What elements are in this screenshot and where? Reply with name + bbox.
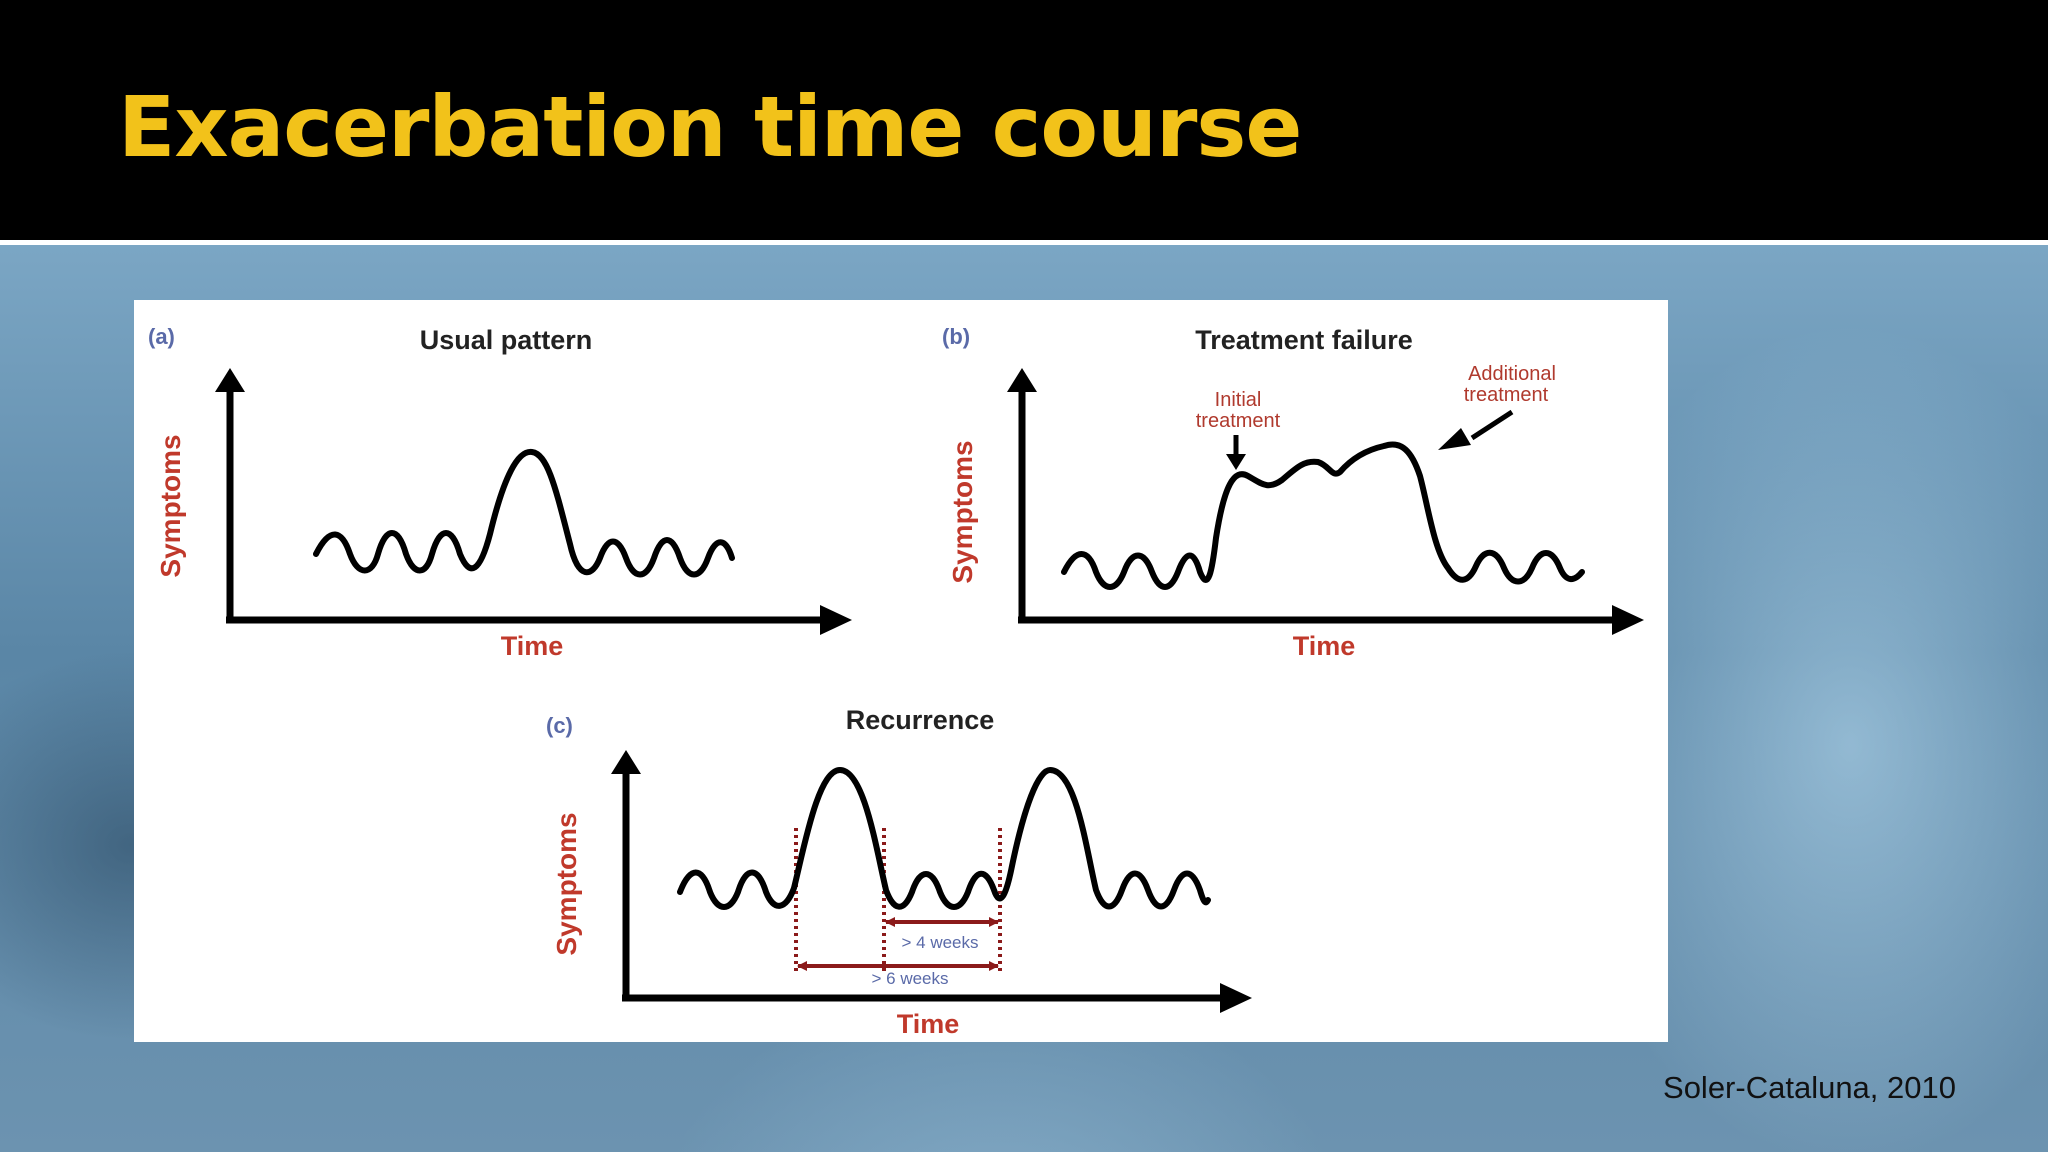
panel-b-symptom-curve <box>1061 441 1585 590</box>
interval-short-label: > 4 weeks <box>901 933 978 952</box>
panel-a-x-arrowhead <box>820 605 852 635</box>
initial-treatment-arrow <box>1226 435 1246 470</box>
panel-a-xlabel: Time <box>501 631 564 661</box>
header-divider <box>0 240 2048 245</box>
interval-long-label: > 6 weeks <box>871 969 948 988</box>
panel-c-y-arrowhead <box>611 750 641 774</box>
panel-a-symptom-curve <box>313 448 735 578</box>
panel-b-tag: (b) <box>942 324 970 349</box>
panel-a-ylabel: Symptoms <box>155 434 186 577</box>
citation: Soler-Cataluna, 2010 <box>1663 1070 1956 1105</box>
slide-title: Exacerbation time course <box>118 78 1302 176</box>
panel-c-title: Recurrence <box>846 705 995 735</box>
panel-b-xlabel: Time <box>1293 631 1356 661</box>
panel-c-tag: (c) <box>546 713 573 738</box>
panel-b-additional-label-2: treatment <box>1464 384 1549 406</box>
panel-a: (a) Usual pattern Symptoms Time <box>148 324 852 661</box>
panel-b-x-arrowhead <box>1612 605 1644 635</box>
exacerbation-diagram: (a) Usual pattern Symptoms Time (b) Trea… <box>148 324 1644 1039</box>
panel-b: (b) Treatment failure Symptoms Time Init… <box>942 324 1644 661</box>
panel-a-title: Usual pattern <box>420 325 593 355</box>
slide-header: Exacerbation time course <box>0 0 2048 240</box>
panel-c-ylabel: Symptoms <box>551 812 582 955</box>
panel-b-initial-label-1: Initial <box>1215 389 1262 411</box>
panel-b-initial-label-2: treatment <box>1196 410 1281 432</box>
panel-a-tag: (a) <box>148 324 175 349</box>
panel-c-symptom-curve <box>677 767 1211 910</box>
panel-b-additional-label-1: Additional <box>1468 363 1556 385</box>
panel-c-x-arrowhead <box>1220 983 1252 1013</box>
panel-b-ylabel: Symptoms <box>947 440 978 583</box>
panel-b-y-arrowhead <box>1007 368 1037 392</box>
figure-panel: (a) Usual pattern Symptoms Time (b) Trea… <box>134 300 1668 1042</box>
panel-a-y-arrowhead <box>215 368 245 392</box>
panel-b-title: Treatment failure <box>1195 325 1413 355</box>
panel-c-xlabel: Time <box>897 1009 960 1039</box>
panel-c: (c) Recurrence Symptoms Time > 4 weeks >… <box>546 705 1252 1039</box>
additional-treatment-arrow <box>1438 409 1514 450</box>
